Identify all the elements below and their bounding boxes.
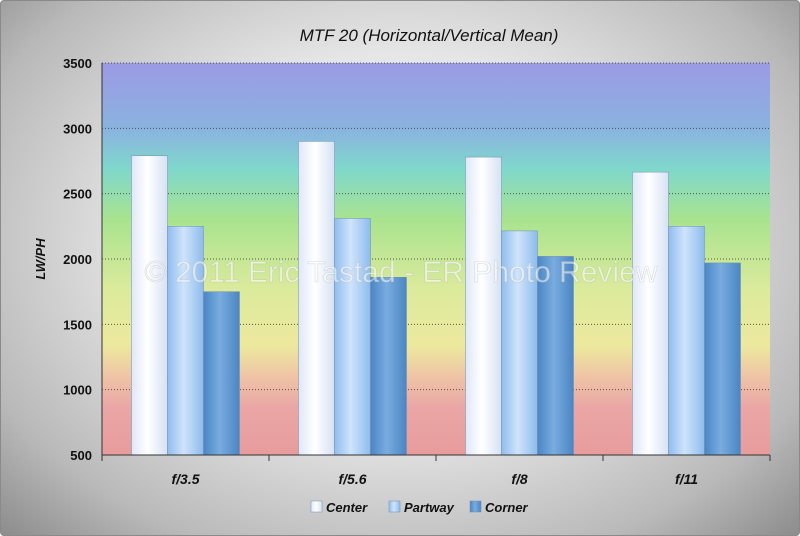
bar-corner-1 bbox=[370, 277, 407, 456]
bar-center-0 bbox=[131, 155, 168, 456]
bar-corner-0 bbox=[203, 291, 240, 456]
x-tick-label: f/8 bbox=[511, 471, 528, 487]
x-tick-label: f/5.6 bbox=[338, 471, 366, 487]
bar-corner-2 bbox=[537, 256, 574, 456]
x-axis-ticks bbox=[101, 455, 771, 461]
bar-partway-2 bbox=[501, 230, 538, 456]
legend-label-partway: Partway bbox=[404, 500, 455, 515]
bar-center-2 bbox=[465, 156, 502, 456]
legend-swatch-partway bbox=[388, 500, 401, 513]
y-tick-label: 3500 bbox=[63, 56, 92, 71]
bar-partway-3 bbox=[668, 226, 705, 456]
bar-center-3 bbox=[632, 171, 669, 456]
y-tick-label: 1500 bbox=[63, 317, 92, 332]
legend-label-corner: Corner bbox=[485, 500, 529, 515]
bar-corner-3 bbox=[704, 262, 741, 456]
y-tick-label: 2000 bbox=[63, 252, 92, 267]
legend: Center Partway Corner bbox=[310, 500, 529, 515]
y-tick-label: 500 bbox=[70, 448, 92, 463]
bar-partway-0 bbox=[167, 226, 204, 456]
legend-swatch-center bbox=[310, 500, 323, 513]
legend-label-center: Center bbox=[326, 500, 368, 515]
y-axis-tick-labels: 500 1000 1500 2000 2500 3000 3500 bbox=[63, 56, 92, 463]
y-tick-label: 1000 bbox=[63, 383, 92, 398]
watermark: © 2011 Eric Tastad - ER Photo Review bbox=[145, 256, 658, 289]
y-tick-label: 2500 bbox=[63, 187, 92, 202]
chart-title: MTF 20 (Horizontal/Vertical Mean) bbox=[300, 26, 559, 45]
x-tick-label: f/3.5 bbox=[171, 471, 199, 487]
x-tick-label: f/11 bbox=[675, 471, 698, 487]
bar-center-1 bbox=[298, 141, 335, 456]
y-tick-label: 3000 bbox=[63, 121, 92, 136]
y-axis-label: LW/PH bbox=[33, 238, 48, 280]
bars bbox=[131, 141, 741, 456]
x-axis-tick-labels: f/3.5 f/5.6 f/8 f/11 bbox=[171, 471, 698, 487]
legend-swatch-corner bbox=[469, 500, 482, 513]
bar-partway-1 bbox=[334, 218, 371, 456]
